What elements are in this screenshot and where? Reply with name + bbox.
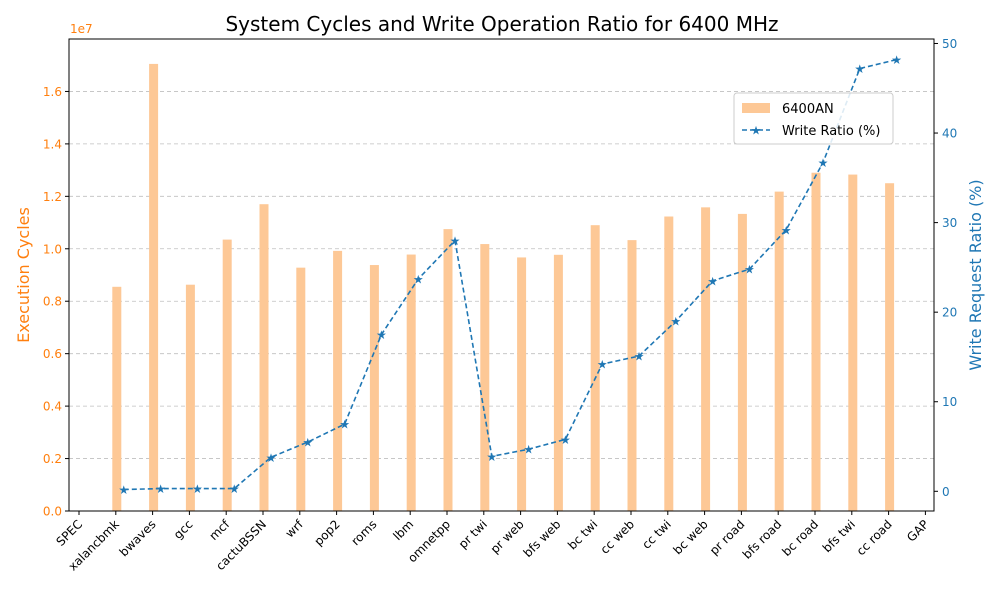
- write-ratio-point: ★: [670, 315, 681, 329]
- right-tick-label: 0: [942, 485, 950, 499]
- right-axis-label: Write Request Ratio (%): [966, 179, 985, 370]
- x-tick-label: wrf: [283, 517, 307, 541]
- line-series-write-ratio: ★ ★ ★ ★ ★ ★ ★ ★ ★ ★ ★ ★ ★ ★ ★ ★ ★ ★ ★ ★ ★ ★: [118, 53, 902, 497]
- write-ratio-point: ★: [266, 451, 277, 465]
- left-axis: 0.0 0.2 0.4 0.6 0.8 1.0 1.2 1.4 1.6: [43, 85, 69, 519]
- right-tick-label: 40: [942, 127, 957, 141]
- plot-frame: [68, 38, 935, 512]
- right-tick-label: 10: [942, 395, 957, 409]
- bar-6400AN: [517, 257, 527, 511]
- x-tick-label: pop2: [311, 517, 342, 548]
- x-tick-label: cc twi: [639, 517, 674, 552]
- bar-6400AN: [811, 172, 821, 511]
- legend: 6400AN ★ Write Ratio (%): [733, 92, 894, 145]
- bar-6400AN: [701, 207, 711, 511]
- bar-6400AN: [590, 225, 600, 511]
- bar-6400AN: [222, 239, 232, 511]
- write-ratio-point: ★: [781, 223, 792, 237]
- bar-6400AN: [149, 63, 159, 512]
- legend-line-label: Write Ratio (%): [782, 124, 880, 139]
- write-ratio-point: ★: [118, 483, 129, 497]
- bar-6400AN: [553, 254, 563, 511]
- bar-6400AN: [185, 284, 195, 511]
- legend-box: [733, 92, 894, 145]
- bar-series-6400AN: [112, 63, 895, 512]
- bar-6400AN: [664, 216, 674, 511]
- x-tick-label: cc web: [598, 517, 637, 556]
- write-ratio-point: ★: [376, 328, 387, 342]
- right-tick-label: 50: [942, 37, 957, 51]
- x-tick-label: bfs web: [521, 517, 564, 560]
- x-tick-label: pr twi: [456, 517, 490, 551]
- write-ratio-point: ★: [523, 443, 534, 457]
- left-axis-scale-label: 1e7: [70, 22, 93, 36]
- write-ratio-line: [123, 58, 897, 491]
- write-ratio-point: ★: [597, 358, 608, 372]
- bar-6400AN: [737, 213, 747, 511]
- left-tick-label: 0.6: [43, 347, 62, 361]
- x-tick-label: bfs twi: [820, 517, 858, 555]
- x-tick-label: SPEC: [53, 517, 85, 549]
- right-tick-label: 30: [942, 216, 957, 230]
- left-tick-label: 0.4: [43, 400, 62, 414]
- bar-6400AN: [885, 183, 895, 511]
- bar-6400AN: [333, 250, 343, 511]
- bar-6400AN: [406, 254, 416, 511]
- x-tick-label: roms: [348, 517, 379, 548]
- x-tick-label: lbm: [390, 517, 416, 543]
- write-ratio-point: ★: [450, 234, 461, 248]
- bar-6400AN: [627, 240, 637, 511]
- left-tick-label: 1.0: [43, 242, 62, 256]
- bar-6400AN: [259, 204, 269, 511]
- write-ratio-point: ★: [891, 53, 902, 67]
- write-ratio-point: ★: [413, 273, 424, 287]
- write-ratio-point: ★: [560, 433, 571, 447]
- bar-6400AN: [369, 265, 379, 511]
- write-ratio-point: ★: [339, 418, 350, 432]
- x-tick-label: GAP: [904, 517, 931, 544]
- bar-6400AN: [774, 191, 784, 511]
- chart-title: System Cycles and Write Operation Ratio …: [225, 12, 778, 36]
- right-tick-label: 20: [942, 306, 957, 320]
- legend-bar-swatch: [742, 103, 770, 113]
- x-tick-label: bc twi: [565, 517, 600, 552]
- write-ratio-point: ★: [486, 450, 497, 464]
- right-axis: 0 10 20 30 40 50: [934, 37, 957, 499]
- left-tick-label: 1.6: [43, 85, 62, 99]
- bar-6400AN: [296, 267, 306, 511]
- x-tick-label: mcf: [207, 517, 233, 543]
- left-tick-label: 0.0: [43, 505, 62, 519]
- write-ratio-point: ★: [744, 263, 755, 277]
- left-tick-label: 0.8: [43, 295, 62, 309]
- left-axis-label: Execution Cycles: [14, 207, 33, 343]
- bar-6400AN: [443, 229, 453, 511]
- write-ratio-point: ★: [707, 274, 718, 288]
- left-tick-label: 0.2: [43, 452, 62, 466]
- x-tick-label: bwaves: [117, 517, 159, 559]
- write-ratio-point: ★: [155, 482, 166, 496]
- bar-6400AN: [112, 286, 122, 511]
- bar-6400AN: [848, 174, 858, 511]
- x-tick-label: cc road: [854, 517, 895, 558]
- gridlines: [69, 91, 934, 459]
- x-tick-label: bc road: [779, 517, 821, 559]
- x-tick-label: gcc: [171, 517, 196, 542]
- write-ratio-point: ★: [818, 156, 829, 170]
- x-tick-label: bfs road: [740, 517, 784, 561]
- bar-6400AN: [480, 244, 490, 511]
- write-ratio-point: ★: [229, 482, 240, 496]
- write-ratio-point: ★: [302, 436, 313, 450]
- legend-bar-label: 6400AN: [782, 102, 834, 117]
- left-tick-label: 1.2: [43, 190, 62, 204]
- write-ratio-point: ★: [634, 350, 645, 364]
- write-ratio-point: ★: [192, 482, 203, 496]
- write-ratio-point: ★: [854, 62, 865, 76]
- legend-line-marker: ★: [751, 124, 762, 138]
- left-tick-label: 1.4: [43, 137, 62, 151]
- x-tick-label: bc web: [671, 517, 711, 557]
